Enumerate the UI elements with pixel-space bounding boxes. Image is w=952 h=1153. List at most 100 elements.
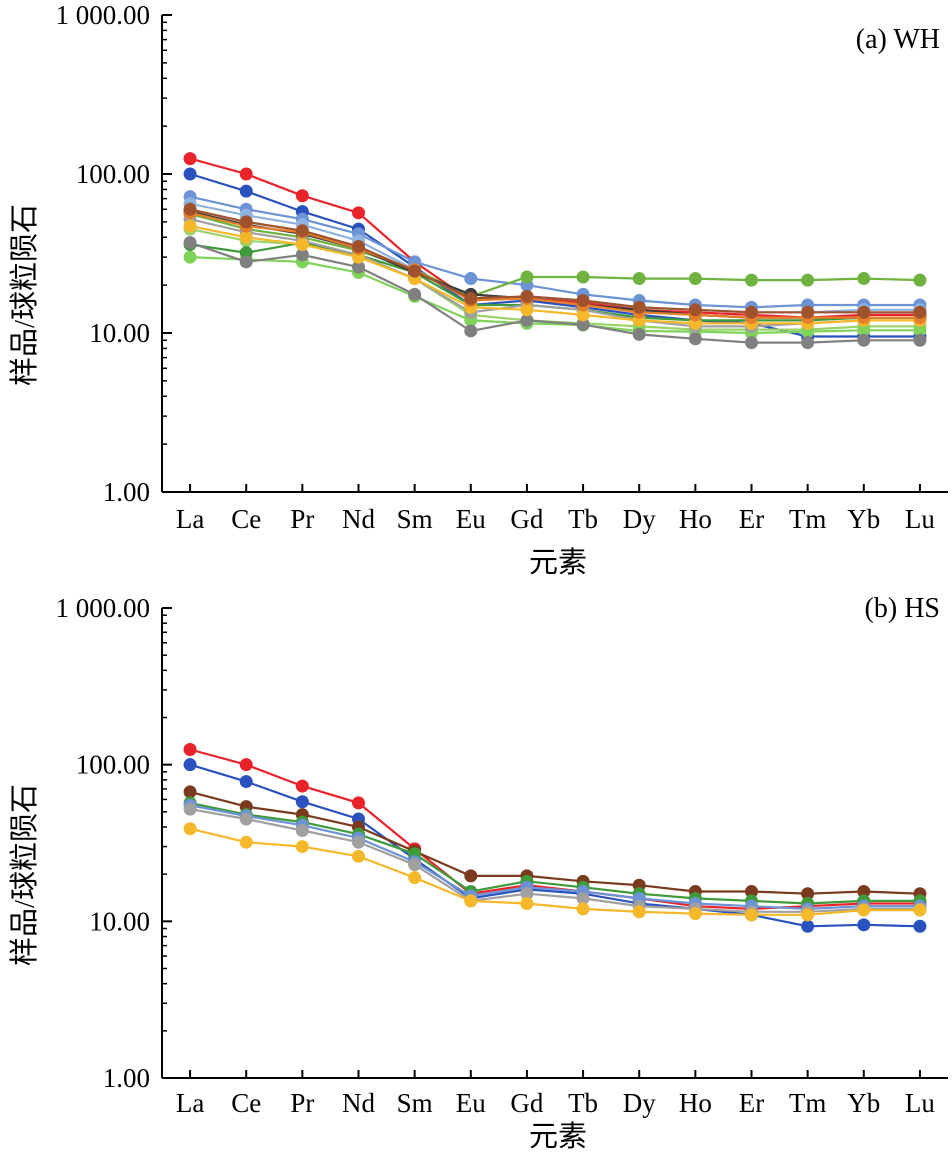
panel-b-series-7-point xyxy=(295,840,309,854)
panel-b-y-tick-label: 1 000.00 xyxy=(56,593,151,623)
panel-a-series-14-point xyxy=(801,305,815,319)
panel-b-x-tick-label: Gd xyxy=(510,1088,543,1118)
panel-b-series-6-point xyxy=(408,858,422,872)
panel-a-series-14-point xyxy=(520,289,534,303)
panel-a-series-9-point xyxy=(520,313,534,327)
panel-a-series-5-point xyxy=(801,273,815,287)
panel-a-series-12-point xyxy=(520,303,534,317)
panel-a-series-9-point xyxy=(688,332,702,346)
panel-a-y-tick-label: 10.00 xyxy=(89,318,150,348)
panel-a-series-9-point xyxy=(408,287,422,301)
panel-b-series-2-point xyxy=(857,918,871,932)
panel-b-series-1-point xyxy=(183,742,197,756)
panel-b-x-axis-title: 元素 xyxy=(529,1120,587,1153)
panel-a-series-9-point xyxy=(745,336,758,350)
panel-a-series-12-point xyxy=(183,219,197,233)
panel-b-series-2-point xyxy=(295,795,309,809)
panel-b-series-6-point xyxy=(520,887,534,901)
panel-b-x-tick-label: Ce xyxy=(231,1088,261,1118)
panel-a-x-axis-title: 元素 xyxy=(529,546,587,579)
panel-a-series-7-line xyxy=(190,256,920,335)
panel-b-series-3-point xyxy=(464,869,478,883)
panel-a-x-tick-label: Lu xyxy=(905,504,935,534)
panel-b-series-7-point xyxy=(239,835,253,849)
panel-b-x-tick-label: Tb xyxy=(568,1088,598,1118)
panel-a-series-5-point xyxy=(913,273,927,287)
panel-a-series-3-line xyxy=(189,195,920,309)
panel-a-series-14-point xyxy=(295,224,309,238)
panel-a-series-14-point xyxy=(632,300,646,314)
panel-a-series-2-point xyxy=(239,184,253,198)
panel-a-series-9-point xyxy=(183,236,197,250)
panel-b-y-tick-label: 10.00 xyxy=(89,906,150,936)
panel-b-series-6-line xyxy=(189,808,920,913)
panel-a-series-8-point xyxy=(239,246,253,260)
panel-a-x-tick-label: Tb xyxy=(568,504,598,534)
panel-b-series-6-point xyxy=(239,812,253,826)
panel-b-series-5-line xyxy=(189,804,920,911)
panel-b: (b) HS 元素 样品/球粒陨石 1.00 10.00 100.00 1 000.0… xyxy=(8,593,948,1153)
panel-b-series-2-point xyxy=(801,919,815,933)
panel-a-y-tick-label: 1 000.00 xyxy=(56,0,151,30)
panel-a-series-14-point xyxy=(464,291,478,305)
panel-a-series-14-point xyxy=(183,202,197,216)
panel-a-series-9-point xyxy=(352,260,365,274)
panel-a-y-tick-label: 1.00 xyxy=(103,477,150,507)
panel-a-series-14-point xyxy=(408,264,422,278)
panel-b-x-tick-label: Yb xyxy=(847,1088,880,1118)
panel-a-series-7-point xyxy=(183,250,197,264)
panel-b-x-tick-label: Eu xyxy=(456,1088,486,1118)
panel-a-series-1-point xyxy=(295,189,309,203)
panel-a-x-tick-label: Dy xyxy=(623,504,656,534)
panel-b-x-tick-label: La xyxy=(176,1088,204,1118)
panel-a-series-7-point xyxy=(857,323,871,337)
panel-b-x-tick-label: Pr xyxy=(290,1088,314,1118)
panel-a-x-tick-label: Ho xyxy=(679,504,712,534)
panel-a-series-9-point xyxy=(801,336,815,350)
panel-a-series-5-point xyxy=(745,273,758,287)
panel-b-label: (b) HS xyxy=(865,593,940,624)
panel-b-series-6-point xyxy=(183,802,197,816)
panel-b-series-7-point xyxy=(801,908,815,922)
panel-b-series-3-point xyxy=(183,785,197,799)
panel-b-series-3-point xyxy=(745,885,758,899)
panel-b-series-7-point xyxy=(688,907,702,921)
panel-a: (a) WH 元素 样品/球粒陨石 1.00 10.00 100.00 1 000.0… xyxy=(8,0,948,579)
panel-a-series-1-point xyxy=(183,152,197,166)
panel-b-series-7-point xyxy=(408,871,422,885)
panel-a-y-axis-title: 样品/球粒陨石 xyxy=(8,204,41,386)
panel-b-x-tick-label: Tm xyxy=(789,1088,827,1118)
panel-b-series-7-point xyxy=(183,822,197,836)
panel-a-series-14-line xyxy=(189,208,920,314)
panel-a-series-14-point xyxy=(688,303,702,317)
panel-b-y-axis-title: 样品/球粒陨石 xyxy=(8,784,41,966)
panel-a-series-14-point xyxy=(576,294,590,308)
panel-b-series-7-point xyxy=(352,849,365,863)
panel-b-series-7-point xyxy=(576,902,590,916)
panel-a-series-12-point xyxy=(576,308,590,322)
panel-b-series-4-line xyxy=(189,801,920,905)
panel-a-x-tick-label: Pr xyxy=(290,504,314,534)
panel-b-series-7-point xyxy=(464,894,478,908)
panel-b-series-7-point xyxy=(632,905,646,919)
panel-a-x-tick-label: Sm xyxy=(397,504,433,534)
panel-b-series-6-point xyxy=(576,891,590,905)
panel-b-series-7-point xyxy=(520,896,534,910)
panel-b-series-2-point xyxy=(183,758,197,772)
panel-b-series-1-point xyxy=(239,758,253,772)
panel-b-x-tick-label: Ho xyxy=(679,1088,712,1118)
panel-a-x-tick-label: Ce xyxy=(231,504,261,534)
panel-b-y-tick-label: 100.00 xyxy=(76,750,150,780)
panel-a-series-9-point xyxy=(576,318,590,332)
panel-a-series-7-point xyxy=(913,323,927,337)
panel-b-series-7-point xyxy=(745,908,758,922)
panel-a-x-tick-label: Tm xyxy=(789,504,827,534)
panel-b-y-tick-label: 1.00 xyxy=(103,1063,150,1093)
panel-b-series-2-line xyxy=(189,763,920,928)
panel-a-series-14-point xyxy=(352,239,365,253)
panel-a-series-12-point xyxy=(295,238,309,252)
panel-b-series-3-point xyxy=(801,887,815,901)
panel-b-x-tick-label: Nd xyxy=(342,1088,375,1118)
panel-a-series-14-point xyxy=(857,305,871,319)
panel-a-series-14-point xyxy=(913,305,927,319)
